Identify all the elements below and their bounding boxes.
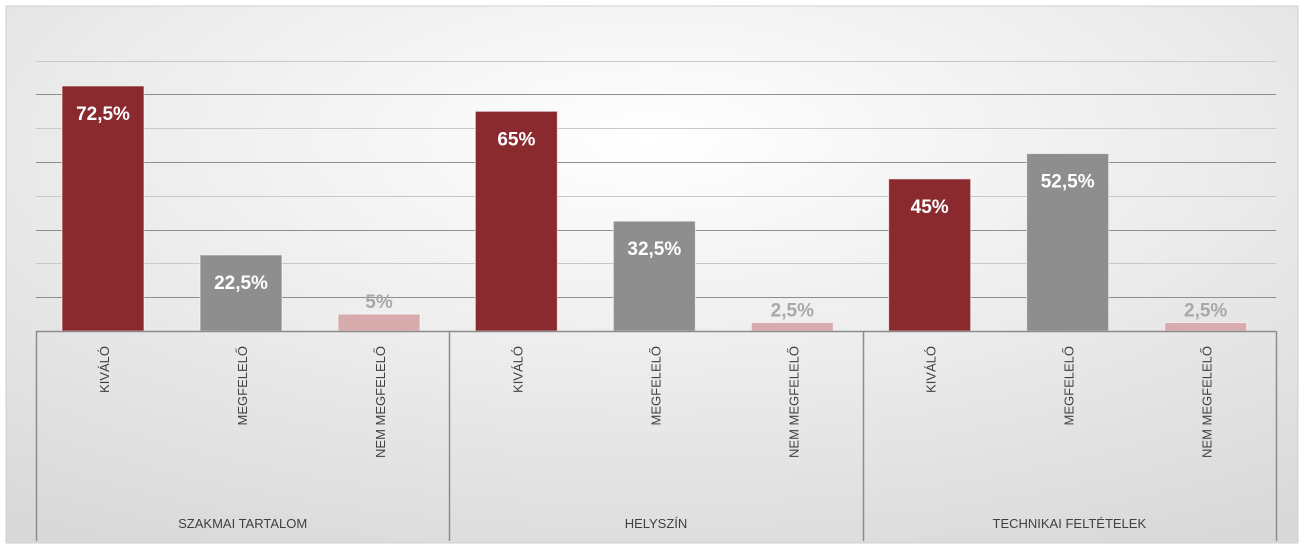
category-label: NEM MEGFELELŐ (786, 346, 801, 458)
group-label: SZAKMAI TARTALOM (178, 516, 307, 531)
bar-0-1 (199, 254, 283, 332)
group-label: HELYSZÍN (625, 516, 688, 531)
data-label: 5% (365, 292, 393, 313)
data-label: 72,5% (76, 104, 130, 125)
category-label: MEGFELELŐ (648, 346, 663, 425)
data-label: 2,5% (771, 301, 814, 322)
data-label: 52,5% (1041, 172, 1095, 193)
category-label: KIVÁLÓ (97, 346, 112, 393)
category-label: MEGFELELŐ (235, 346, 250, 425)
bar-0-2 (337, 313, 421, 332)
data-label: 45% (911, 197, 949, 218)
bar-1-2 (750, 322, 834, 332)
bar-2-1 (1026, 153, 1110, 332)
category-axis: KIVÁLÓ MEGFELELŐ NEM MEGFELELŐ SZAKMAI TART… (35, 330, 1278, 541)
data-label: 22,5% (214, 273, 268, 294)
category-label: KIVÁLÓ (510, 346, 525, 393)
category-label: NEM MEGFELELŐ (373, 346, 388, 458)
bar-0-0 (61, 85, 145, 332)
bar-2-2 (1164, 322, 1248, 332)
bar-2-0 (888, 178, 972, 332)
data-label: 2,5% (1184, 301, 1227, 322)
bar-1-0 (474, 110, 558, 332)
category-label: MEGFELELŐ (1062, 346, 1077, 425)
category-label: KIVÁLÓ (924, 346, 939, 393)
group-label: TECHNIKAI FELTÉTELEK (993, 516, 1147, 531)
bar-1-1 (612, 220, 696, 332)
data-labels: 72,5% 22,5% 5% 65% 32,5% 2,5% 45% 52,5% 2,5% (76, 104, 1227, 322)
data-label: 32,5% (627, 239, 681, 260)
data-label: 65% (497, 129, 535, 150)
bars (61, 85, 1248, 332)
category-label: NEM MEGFELELŐ (1200, 346, 1215, 458)
